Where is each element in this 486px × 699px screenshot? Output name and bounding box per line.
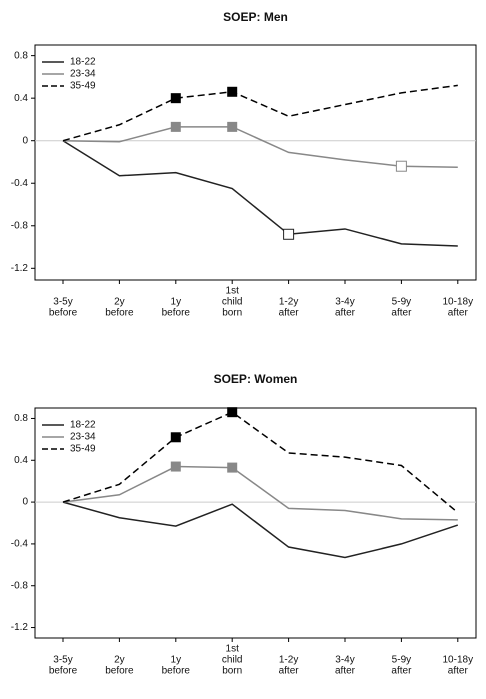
legend-label: 35-49 [70, 81, 96, 92]
x-tick-label: after [279, 308, 300, 319]
x-tick-label: after [279, 666, 300, 677]
legend-label: 35-49 [70, 444, 96, 455]
x-tick-label: 2y [114, 655, 125, 666]
y-tick-label: 0 [22, 135, 28, 146]
legend-label: 18-22 [70, 420, 96, 431]
x-tick-label: 1st [226, 644, 240, 655]
marker-filled [227, 86, 238, 97]
marker-open [395, 160, 407, 172]
y-tick-label: 0.8 [14, 413, 28, 424]
x-tick-label: born [222, 308, 242, 319]
series-line [62, 465, 458, 521]
x-tick-label: before [49, 666, 78, 677]
x-tick-label: after [448, 308, 469, 319]
marker-filled [170, 432, 181, 443]
x-tick-label: child [222, 655, 243, 666]
y-tick-label: 0.4 [14, 93, 28, 104]
x-tick-label: born [222, 666, 242, 677]
x-tick-label: 3-4y [335, 297, 354, 308]
x-tick-label: 1y [171, 655, 182, 666]
x-tick-label: before [105, 308, 134, 319]
x-tick-label: after [391, 308, 412, 319]
series-line [62, 411, 459, 514]
legend-label: 18-22 [70, 57, 96, 68]
x-tick-label: before [49, 308, 78, 319]
x-tick-label: after [391, 666, 412, 677]
marker-filled [170, 121, 181, 132]
x-tick-label: 3-5y [53, 655, 72, 666]
marker-filled [170, 461, 181, 472]
x-tick-label: after [335, 308, 356, 319]
x-tick-label: 1-2y [279, 655, 298, 666]
y-tick-label: -0.8 [11, 220, 29, 231]
legend-label: 23-34 [70, 69, 96, 80]
marker-filled [227, 462, 238, 473]
plot-frame [34, 407, 477, 639]
x-tick-label: 3-4y [335, 655, 354, 666]
x-tick-label: 2y [114, 297, 125, 308]
x-tick-label: 10-18y [443, 297, 474, 308]
y-tick-label: -0.4 [11, 539, 29, 550]
x-tick-label: before [162, 308, 191, 319]
y-tick-label: -1.2 [11, 263, 29, 274]
y-tick-label: 0.4 [14, 455, 28, 466]
plot-frame [34, 44, 477, 281]
y-tick-label: 0.8 [14, 50, 28, 61]
x-tick-label: 10-18y [443, 655, 474, 666]
marker-open [283, 228, 295, 240]
x-tick-label: 1y [171, 297, 182, 308]
chart-title: SOEP: Men [223, 10, 288, 24]
x-tick-label: 5-9y [392, 655, 411, 666]
y-tick-label: -0.8 [11, 580, 29, 591]
marker-filled [227, 407, 238, 418]
x-tick-label: 3-5y [53, 297, 72, 308]
y-tick-label: -1.2 [11, 622, 29, 633]
x-tick-label: after [448, 666, 469, 677]
legend-label: 23-34 [70, 432, 96, 443]
x-tick-label: 5-9y [392, 297, 411, 308]
series-line [62, 126, 458, 169]
x-tick-label: 1st [226, 286, 240, 297]
series-line [62, 501, 459, 559]
marker-filled [170, 93, 181, 104]
x-tick-label: before [162, 666, 191, 677]
chart-title: SOEP: Women [214, 372, 298, 386]
x-tick-label: 1-2y [279, 297, 298, 308]
y-tick-label: 0 [22, 497, 28, 508]
y-tick-label: -0.4 [11, 178, 29, 189]
series-line [62, 140, 458, 247]
marker-filled [227, 121, 238, 132]
x-tick-label: before [105, 666, 134, 677]
x-tick-label: child [222, 297, 243, 308]
x-tick-label: after [335, 666, 356, 677]
series-line [62, 84, 458, 142]
